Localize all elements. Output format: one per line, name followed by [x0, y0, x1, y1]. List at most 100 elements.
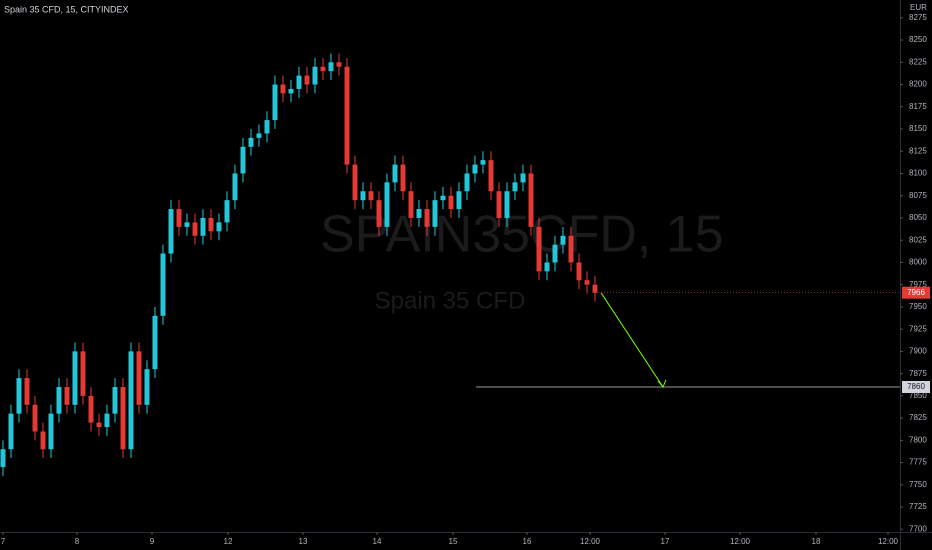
y-tick-label: 7925 — [909, 324, 927, 333]
candle-body — [248, 137, 254, 147]
candle-body — [448, 195, 454, 210]
candle-body — [304, 75, 310, 85]
candle-body — [240, 146, 246, 174]
y-tick-label: 8250 — [909, 35, 927, 44]
y-tick-label: 8175 — [909, 102, 927, 111]
candle-body — [480, 160, 486, 165]
candle-body — [336, 62, 342, 67]
candle-body — [424, 209, 430, 227]
x-tick-label: 9 — [150, 537, 155, 546]
candle-body — [120, 386, 126, 450]
candle-body — [80, 351, 86, 396]
currency-label: EUR — [910, 3, 927, 12]
candle-body — [472, 164, 478, 174]
x-tick-label: 16 — [523, 537, 532, 546]
candle-body — [192, 222, 198, 236]
candle-body — [496, 191, 502, 218]
candle-body — [528, 173, 534, 227]
y-tick-label: 8100 — [909, 169, 927, 178]
candle-body — [312, 66, 318, 85]
candle-body — [352, 164, 358, 201]
candle-body — [584, 280, 590, 285]
candle-body — [416, 209, 422, 218]
y-tick-label: 8125 — [909, 146, 927, 155]
candle-body — [560, 235, 566, 245]
x-tick-label: 15 — [449, 537, 458, 546]
y-tick-label: 7750 — [909, 480, 927, 489]
candle-body — [272, 84, 278, 121]
candle-body — [128, 351, 134, 450]
y-tick-label: 8075 — [909, 191, 927, 200]
y-tick-label: 8225 — [909, 57, 927, 66]
x-tick-label: 18 — [812, 537, 821, 546]
y-tick-label: 7900 — [909, 347, 927, 356]
candle-body — [504, 191, 510, 218]
y-tick-label: 7850 — [909, 391, 927, 400]
candle-body — [544, 262, 550, 272]
candle-body — [24, 378, 30, 405]
y-tick-label: 7800 — [909, 435, 927, 444]
candle-body — [208, 217, 214, 232]
x-tick-label: 12:00 — [730, 537, 751, 546]
candle-body — [144, 369, 150, 405]
candle-body — [432, 200, 438, 227]
y-tick-label: 7700 — [909, 524, 927, 533]
candle-body — [48, 413, 54, 450]
candle-body — [112, 386, 118, 414]
y-tick-label: 8000 — [909, 258, 927, 267]
candle-body — [512, 182, 518, 192]
x-tick-label: 17 — [661, 537, 670, 546]
candle-body — [296, 75, 302, 89]
candle-body — [0, 449, 6, 468]
candle-body — [384, 182, 390, 227]
last-price-bg — [902, 286, 930, 299]
candle-body — [264, 120, 270, 134]
candle-body — [592, 284, 598, 293]
candle-body — [96, 422, 102, 428]
y-tick-label: 8200 — [909, 80, 927, 89]
y-tick-label: 8275 — [909, 13, 927, 22]
x-tick-label: 8 — [75, 537, 80, 546]
y-tick-label: 7875 — [909, 369, 927, 378]
y-tick-label: 8050 — [909, 213, 927, 222]
candle-body — [184, 222, 190, 227]
candle-body — [280, 84, 286, 94]
candle-body — [256, 133, 262, 138]
candle-body — [64, 386, 70, 405]
candle-body — [216, 222, 222, 232]
candle-body — [368, 191, 374, 201]
candle-body — [344, 66, 350, 165]
candle-body — [224, 200, 230, 223]
candle-body — [464, 173, 470, 192]
y-tick-label: 8150 — [909, 124, 927, 133]
y-tick-label: 8025 — [909, 235, 927, 244]
candle-body — [400, 164, 406, 192]
candle-body — [232, 173, 238, 201]
candle-body — [576, 262, 582, 281]
candle-body — [376, 200, 382, 227]
projection-arrow — [600, 292, 664, 388]
candle-body — [176, 209, 182, 227]
watermark-subtitle: Spain 35 CFD — [375, 287, 526, 314]
candle-body — [16, 378, 22, 414]
y-tick-label: 7975 — [909, 280, 927, 289]
candle-body — [536, 226, 542, 272]
candle-body — [392, 164, 398, 183]
candle-body — [320, 66, 326, 72]
candle-body — [160, 253, 166, 316]
y-tick-label: 7775 — [909, 458, 927, 467]
candle-body — [552, 244, 558, 263]
x-tick-label: 12:00 — [580, 537, 601, 546]
candle-body — [72, 351, 78, 405]
candle-body — [328, 62, 334, 72]
candle-body — [56, 386, 62, 414]
x-tick-label: 14 — [373, 537, 382, 546]
candle-body — [408, 191, 414, 218]
candle-body — [456, 191, 462, 210]
candle-body — [200, 217, 206, 236]
y-tick-label: 7725 — [909, 502, 927, 511]
candle-body — [488, 160, 494, 192]
x-tick-label: 7 — [1, 537, 6, 546]
